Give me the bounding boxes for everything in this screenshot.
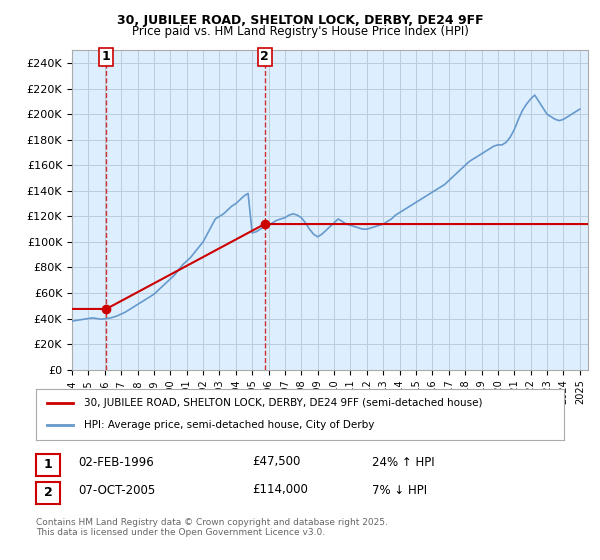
Text: 30, JUBILEE ROAD, SHELTON LOCK, DERBY, DE24 9FF: 30, JUBILEE ROAD, SHELTON LOCK, DERBY, D… <box>116 14 484 27</box>
Text: £47,500: £47,500 <box>252 455 301 469</box>
Text: £114,000: £114,000 <box>252 483 308 497</box>
Text: 02-FEB-1996: 02-FEB-1996 <box>78 455 154 469</box>
Text: 2: 2 <box>44 486 52 500</box>
Text: 07-OCT-2005: 07-OCT-2005 <box>78 483 155 497</box>
Text: 7% ↓ HPI: 7% ↓ HPI <box>372 483 427 497</box>
Text: 30, JUBILEE ROAD, SHELTON LOCK, DERBY, DE24 9FF (semi-detached house): 30, JUBILEE ROAD, SHELTON LOCK, DERBY, D… <box>83 398 482 408</box>
Text: Price paid vs. HM Land Registry's House Price Index (HPI): Price paid vs. HM Land Registry's House … <box>131 25 469 38</box>
Text: Contains HM Land Registry data © Crown copyright and database right 2025.
This d: Contains HM Land Registry data © Crown c… <box>36 518 388 538</box>
Text: HPI: Average price, semi-detached house, City of Derby: HPI: Average price, semi-detached house,… <box>83 421 374 431</box>
Text: 1: 1 <box>44 458 52 472</box>
Text: 2: 2 <box>260 50 269 63</box>
Text: 24% ↑ HPI: 24% ↑ HPI <box>372 455 434 469</box>
Text: 1: 1 <box>102 50 110 63</box>
